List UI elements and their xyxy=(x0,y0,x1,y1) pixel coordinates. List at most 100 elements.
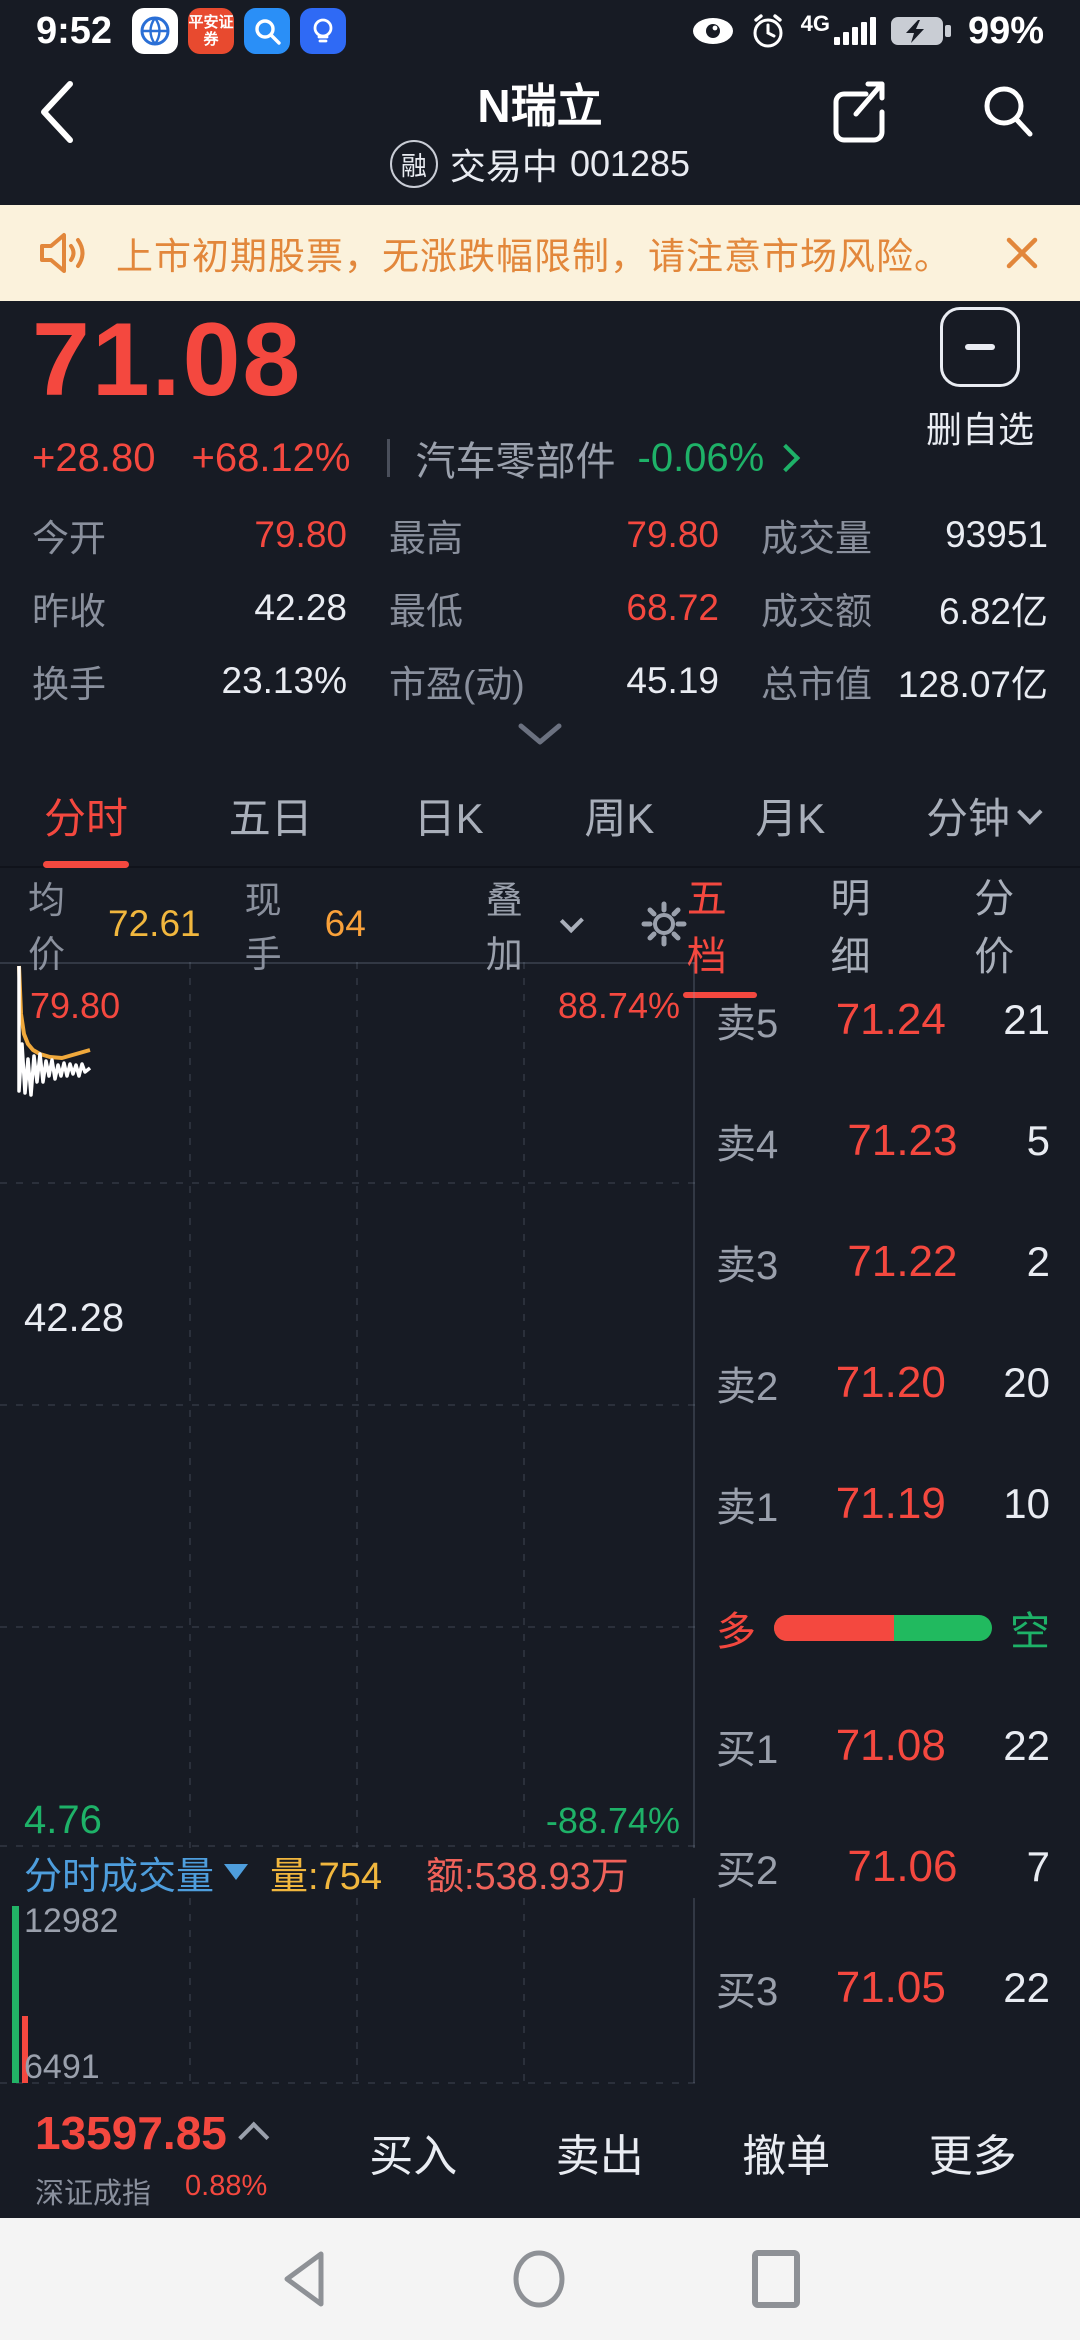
tab-5day[interactable]: 五日 xyxy=(228,794,313,842)
stat-volume: 成交量 93951 xyxy=(761,513,1048,559)
buy-button[interactable]: 买入 xyxy=(369,2132,458,2181)
ask-row-4[interactable]: 卖4 71.23 5 xyxy=(716,1116,1050,1167)
nav-recents-button[interactable] xyxy=(749,2248,803,2310)
stats-row: 换手 23.13% 市盈(动) 45.19 总市值 128.07亿 xyxy=(32,645,1048,718)
amount-value: 额:538.93万 xyxy=(425,1855,629,1898)
tab-daily-k[interactable]: 日K xyxy=(413,794,484,842)
trade-actions: 买入 卖出 撤单 更多 xyxy=(320,2100,1066,2204)
alarm-icon xyxy=(753,14,783,48)
nav-back-button[interactable] xyxy=(277,2248,329,2310)
stat-pe: 市盈(动) 45.19 xyxy=(389,660,719,706)
eye-comfort-icon xyxy=(692,18,733,44)
volume-value: 量:754 xyxy=(270,1855,382,1898)
axis-low-percent: -88.74% xyxy=(545,1800,680,1841)
clock: 9:52 xyxy=(36,9,113,52)
minus-icon[interactable] xyxy=(940,307,1020,387)
bid-row-1[interactable]: 买1 71.08 22 xyxy=(716,1721,1050,1772)
risk-warning-text: 上市初期股票，无涨跌幅限制，请注意市场风险。 xyxy=(116,236,952,277)
search-app-icon xyxy=(244,8,291,54)
stock-subtitle: 融 交易中 001285 xyxy=(0,138,1080,190)
tab-minute[interactable]: 分钟 xyxy=(926,785,1043,846)
volume-chart[interactable] xyxy=(0,1898,700,2100)
expand-stats-button[interactable] xyxy=(0,712,1080,756)
pingan-securities-app-icon: 平安证券 xyxy=(188,8,235,54)
index-quote-toggle[interactable]: 13597.85 深证成指 0.88% xyxy=(35,2106,270,2212)
chart-settings-button[interactable] xyxy=(641,901,687,947)
chart-toolbar: 均价 72.61 现手 64 叠加 五档 明细 分价 xyxy=(0,877,1080,998)
speaker-icon xyxy=(40,233,85,273)
ask-row-2[interactable]: 卖2 71.20 20 xyxy=(716,1358,1050,1409)
divider xyxy=(386,439,390,477)
margin-eligible-badge: 融 xyxy=(389,140,438,188)
price-change: +28.80 xyxy=(32,435,156,480)
bull-bear-bar xyxy=(774,1615,992,1641)
remove-watchlist-button[interactable]: 删自选 xyxy=(920,307,1040,453)
ask-row-1[interactable]: 卖1 71.19 10 xyxy=(716,1479,1050,1530)
sector-change[interactable]: -0.06% xyxy=(637,435,765,480)
last-price: 71.08 xyxy=(32,302,303,418)
ask-row-5[interactable]: 卖5 71.24 21 xyxy=(716,995,1050,1046)
nav-home-button[interactable] xyxy=(509,2248,569,2310)
axis-low-price: 4.76 xyxy=(24,1798,102,1842)
close-banner-icon[interactable] xyxy=(1002,233,1042,273)
status-bar: 9:52 平安证券 4G 99% xyxy=(0,0,1080,62)
stat-high: 最高 79.80 xyxy=(389,513,719,559)
chevron-down-icon xyxy=(559,909,584,934)
bull-bear-gauge: 多 空 xyxy=(716,1600,1050,1656)
stats-grid: 今开 79.80 最高 79.80 成交量 93951 昨收 42.28 最低 68.72… xyxy=(0,498,1080,728)
avg-price-line xyxy=(17,965,91,1060)
search-button[interactable] xyxy=(978,80,1038,146)
stat-prev-close: 昨收 42.28 xyxy=(32,586,347,632)
stat-turnover: 换手 23.13% xyxy=(32,660,347,706)
volume-bar-red xyxy=(22,2016,28,2083)
risk-warning-banner: 上市初期股票，无涨跌幅限制，请注意市场风险。 xyxy=(0,205,1080,301)
depth-panel-tabs: 五档 明细 分价 xyxy=(682,866,1052,998)
volume-indicator-selector[interactable]: 分时成交量 xyxy=(24,1845,249,1900)
lot-label: 现手 xyxy=(244,880,282,975)
stock-code: 001285 xyxy=(569,143,691,184)
quote-section: 71.08 +28.80 +68.12% 汽车零部件 -0.06% 删自选 xyxy=(0,301,1080,493)
battery-charging-icon xyxy=(890,17,951,45)
bull-label: 多 xyxy=(716,1610,756,1654)
bid-row-3[interactable]: 买3 71.05 22 xyxy=(716,1963,1050,2014)
avg-price-value: 72.61 xyxy=(108,903,201,944)
ask-row-3[interactable]: 卖3 71.22 2 xyxy=(716,1237,1050,1288)
cancel-order-button[interactable]: 撤单 xyxy=(742,2132,831,2181)
volume-bar-green xyxy=(12,1906,19,2083)
index-change: 0.88% xyxy=(185,2170,268,2202)
bid-row-2[interactable]: 买2 71.06 7 xyxy=(716,1842,1050,1893)
remove-watchlist-label: 删自选 xyxy=(925,409,1034,450)
index-value: 13597.85 xyxy=(35,2107,227,2159)
tab-weekly-k[interactable]: 周K xyxy=(584,794,655,842)
change-row: +28.80 +68.12% 汽车零部件 -0.06% xyxy=(32,429,801,487)
sell-button[interactable]: 卖出 xyxy=(555,2132,644,2181)
volume-header: 分时成交量 量:754 额:538.93万 xyxy=(0,1848,700,1898)
battery-percent: 99% xyxy=(967,9,1044,52)
back-button[interactable] xyxy=(34,76,94,156)
more-button[interactable]: 更多 xyxy=(928,2132,1017,2181)
share-button[interactable] xyxy=(826,78,890,148)
bear-label: 空 xyxy=(1010,1610,1050,1654)
stat-open: 今开 79.80 xyxy=(32,513,347,559)
tab-price-dist[interactable]: 分价 xyxy=(974,877,1015,979)
tab-five-levels[interactable]: 五档 xyxy=(682,866,757,998)
sector-chevron-icon[interactable] xyxy=(772,443,801,473)
axis-high-percent: 88.74% xyxy=(557,985,680,1026)
tab-monthly-k[interactable]: 月K xyxy=(755,794,826,842)
axis-high-price: 79.80 xyxy=(30,985,121,1026)
sector-name[interactable]: 汽车零部件 xyxy=(415,440,616,484)
volume-scale-mid: 6491 xyxy=(24,2048,100,2086)
volume-scale-max: 12982 xyxy=(24,1902,119,1940)
lightbulb-app-icon xyxy=(300,8,347,54)
tab-timeline[interactable]: 分时 xyxy=(44,785,128,846)
overlay-selector[interactable]: 叠加 xyxy=(486,870,584,978)
price-line xyxy=(17,966,92,1097)
android-nav-bar xyxy=(0,2218,1080,2340)
intraday-price-chart[interactable] xyxy=(0,962,700,1850)
tab-detail[interactable]: 明细 xyxy=(830,877,871,979)
signal-strength-icon: 4G xyxy=(801,13,876,45)
index-name: 深证成指 xyxy=(35,2178,152,2210)
stat-market-cap: 总市值 128.07亿 xyxy=(761,664,1048,706)
axis-prev-close: 42.28 xyxy=(24,1296,125,1340)
